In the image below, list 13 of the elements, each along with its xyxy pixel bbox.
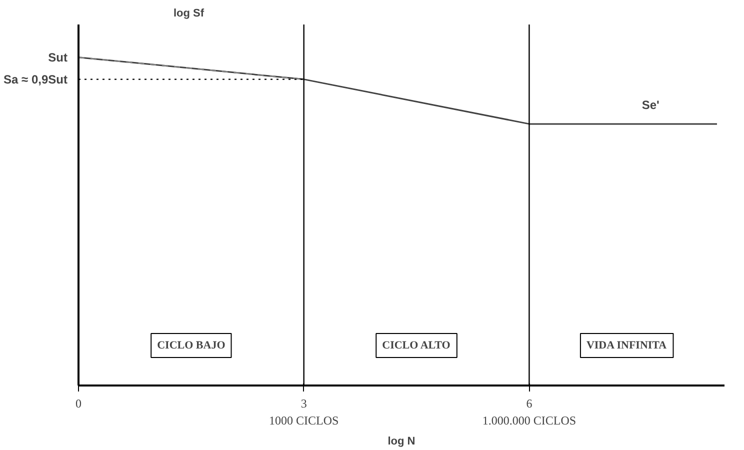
x-tick-label: 3 xyxy=(300,396,307,410)
annotation: Se' xyxy=(642,98,660,112)
annotation: CICLO ALTO xyxy=(382,340,451,352)
x-tick-label: 6 xyxy=(526,396,532,410)
y-axis-title: log Sf xyxy=(174,8,204,20)
x-tick-label: 0 xyxy=(76,396,82,410)
ref-line-label: Sa ≈ 0,9Sut xyxy=(4,72,68,86)
annotation: 1.000.000 CICLOS xyxy=(482,413,576,428)
x-axis-title: log N xyxy=(388,435,416,448)
annotation: CICLO BAJO xyxy=(157,340,226,352)
annotation: 1000 CICLOS xyxy=(269,413,339,428)
annotation: Sut xyxy=(48,50,68,64)
annotation: VIDA INFINITA xyxy=(586,340,667,352)
